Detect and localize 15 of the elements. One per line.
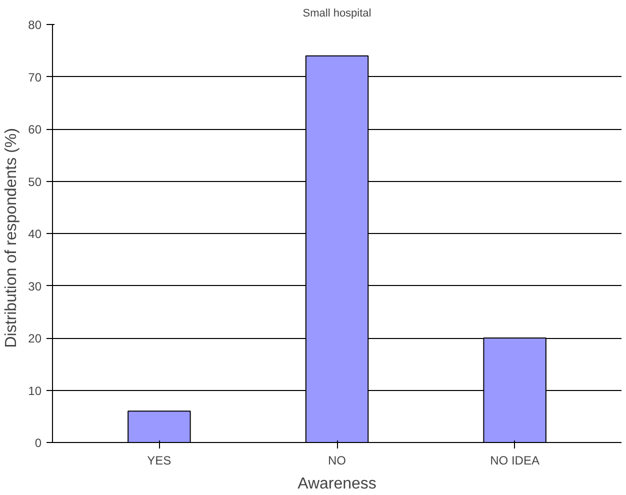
- x-axis-title: Awareness: [298, 476, 376, 492]
- chart-title: Small hospital: [302, 8, 372, 20]
- y-tick-label: 0: [34, 436, 42, 450]
- y-tick-label: 70: [28, 70, 42, 84]
- y-tick-label: 80: [28, 18, 42, 32]
- y-tick-label: 50: [28, 174, 42, 189]
- y-tick-label: 10: [28, 384, 42, 398]
- y-tick-label: 20: [28, 332, 42, 346]
- y-axis-title: Distribution of respondents (%): [3, 128, 20, 348]
- y-tick-label: 30: [28, 279, 42, 294]
- y-tick-label: 40: [28, 227, 42, 241]
- x-tick-label: NO: [328, 454, 346, 468]
- x-tick-label: YES: [147, 454, 172, 468]
- x-tick-label: NO IDEA: [490, 454, 540, 468]
- y-tick-label: 60: [28, 122, 42, 136]
